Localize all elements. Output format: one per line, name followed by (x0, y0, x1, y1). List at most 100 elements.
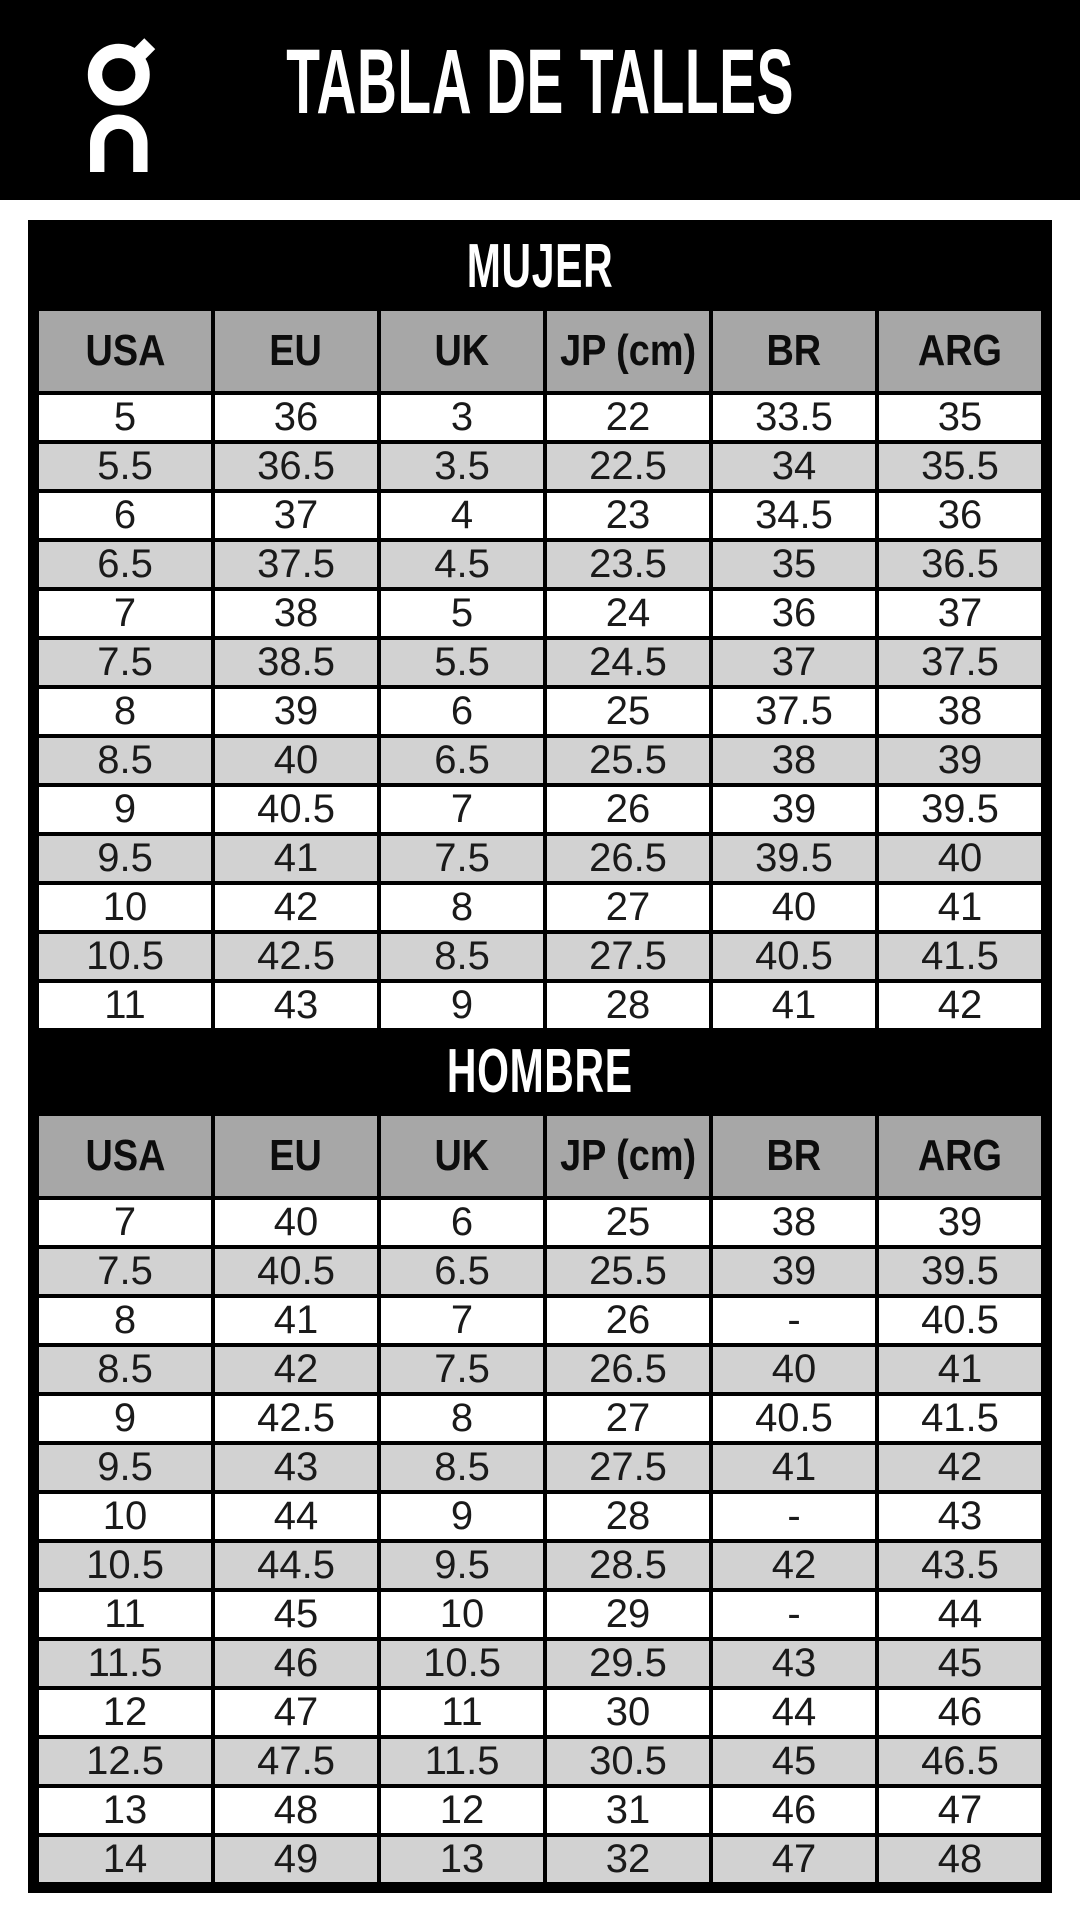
column-header-arg: ARG (874, 1112, 1046, 1200)
size-cell: 12 (34, 1686, 216, 1739)
size-row: 10.5 42.5 8.5 27.5 40.5 41.5 (34, 930, 1046, 983)
size-cell: 38.5 (211, 636, 382, 689)
size-cell: 47 (874, 1784, 1046, 1837)
size-cell: 8.5 (34, 734, 216, 787)
size-cell: 43 (211, 979, 382, 1032)
size-cell: 10.5 (34, 1539, 216, 1592)
size-cell: 26.5 (543, 832, 713, 885)
size-cell: 36.5 (211, 440, 382, 493)
size-cell: 40 (211, 734, 382, 787)
size-cell: 3.5 (377, 440, 548, 493)
size-cell: 46 (874, 1686, 1046, 1739)
size-cell: 45 (211, 1588, 382, 1641)
size-cell: 25.5 (543, 1245, 713, 1298)
size-cell: 24.5 (543, 636, 713, 689)
size-cell: 9.5 (34, 1441, 216, 1494)
size-cell: 38 (211, 587, 382, 640)
size-cell: 22.5 (543, 440, 713, 493)
size-cell: 27.5 (543, 1441, 713, 1494)
page-title: TABLA DE TALLES (286, 31, 794, 133)
size-cell: 39.5 (709, 832, 879, 885)
size-cell: 24 (543, 587, 713, 640)
size-cell: 38 (874, 685, 1046, 738)
column-header-arg: ARG (874, 307, 1046, 395)
size-row: 8.5 40 6.5 25.5 38 39 (34, 734, 1046, 787)
size-cell: 10 (34, 881, 216, 934)
size-row: 6 37 4 23 34.5 36 (34, 489, 1046, 542)
size-cell: 7.5 (377, 1343, 548, 1396)
size-cell: 11 (377, 1686, 548, 1739)
size-cell: 43 (709, 1637, 879, 1690)
size-row: 5.5 36.5 3.5 22.5 34 35.5 (34, 440, 1046, 493)
size-cell: 40 (709, 1343, 879, 1396)
size-cell: 6 (34, 489, 216, 542)
column-header-jp-cm: JP (cm) (543, 1112, 713, 1200)
column-header-usa: USA (34, 1112, 216, 1200)
size-cell: 39 (709, 1245, 879, 1298)
size-row: 10 44 9 28-43 (34, 1490, 1046, 1543)
size-cell: 12 (377, 1784, 548, 1837)
size-cell: 41 (211, 832, 382, 885)
size-cell: 6.5 (34, 538, 216, 591)
size-cell: 9 (34, 1392, 216, 1445)
size-cell: 26 (543, 1294, 713, 1347)
size-cell: - (709, 1490, 879, 1543)
size-cell: 41 (874, 881, 1046, 934)
size-cell: 48 (211, 1784, 382, 1837)
size-cell: 13 (377, 1833, 548, 1886)
size-cell: 9.5 (377, 1539, 548, 1592)
size-cell: 44 (211, 1490, 382, 1543)
size-cell: 29 (543, 1588, 713, 1641)
size-cell: 43.5 (874, 1539, 1046, 1592)
size-cell: 43 (211, 1441, 382, 1494)
size-cell: 45 (709, 1735, 879, 1788)
mujer-header-row: USA EU UK JP (cm) BR ARG (34, 307, 1046, 395)
size-cell: 26.5 (543, 1343, 713, 1396)
size-cell: 47.5 (211, 1735, 382, 1788)
size-cell: 5 (377, 587, 548, 640)
size-cell: 5.5 (34, 440, 216, 493)
size-row: 7.5 38.5 5.5 24.5 37 37.5 (34, 636, 1046, 689)
size-cell: 10.5 (377, 1637, 548, 1690)
size-row: 9.5 43 8.5 27.5 41 42 (34, 1441, 1046, 1494)
size-cell: 37 (874, 587, 1046, 640)
size-row: 11 43 9 28 41 42 (34, 979, 1046, 1032)
size-row: 7 40 6 25 38 39 (34, 1196, 1046, 1249)
size-row: 12.5 47.5 11.5 30.5 45 46.5 (34, 1735, 1046, 1788)
size-cell: 36 (874, 489, 1046, 542)
hombre-size-table: USA EU UK JP (cm) BR ARG 7 40 6 25 38 39 7.5 40.5 6.5… (34, 1112, 1046, 1886)
size-cell: 46 (709, 1784, 879, 1837)
size-cell: 39 (709, 783, 879, 836)
column-header-eu: EU (211, 1112, 382, 1200)
size-cell: 30.5 (543, 1735, 713, 1788)
size-cell: - (709, 1588, 879, 1641)
size-cell: 6 (377, 1196, 548, 1249)
size-cell: 7 (377, 783, 548, 836)
size-cell: 7 (34, 587, 216, 640)
size-row: 9.5 41 7.5 26.5 39.5 40 (34, 832, 1046, 885)
size-row: 13 48 12 31 46 47 (34, 1784, 1046, 1837)
size-cell: 45 (874, 1637, 1046, 1690)
hombre-table-body: 7 40 6 25 38 39 7.5 40.5 6.5 25.5 39 39.5 8 41 7 26-40.… (34, 1196, 1046, 1886)
table-mujer-banner: MUJER (35, 227, 1045, 307)
size-row: 6.5 37.5 4.5 23.5 35 36.5 (34, 538, 1046, 591)
size-cell: 25 (543, 1196, 713, 1249)
table-section-mujer: MUJER USA EU UK JP (cm) BR ARG 5 36 3 22 33.5 35 5.… (34, 227, 1046, 1032)
table-mujer-title: MUJER (466, 232, 614, 301)
on-logo-icon (74, 26, 168, 172)
size-cell: 40 (874, 832, 1046, 885)
size-cell: 35 (874, 391, 1046, 444)
column-header-usa: USA (34, 307, 216, 395)
size-cell: 37 (709, 636, 879, 689)
size-cell: 48 (874, 1833, 1046, 1886)
size-cell: 10 (34, 1490, 216, 1543)
size-cell: 41 (211, 1294, 382, 1347)
size-cell: 39 (211, 685, 382, 738)
size-row: 11 45 10 29-44 (34, 1588, 1046, 1641)
size-cell: 27 (543, 1392, 713, 1445)
size-cell: 8 (34, 1294, 216, 1347)
page-header: TABLA DE TALLES (0, 0, 1080, 200)
size-cell: 37.5 (874, 636, 1046, 689)
size-cell: 34 (709, 440, 879, 493)
size-cell: 37.5 (211, 538, 382, 591)
